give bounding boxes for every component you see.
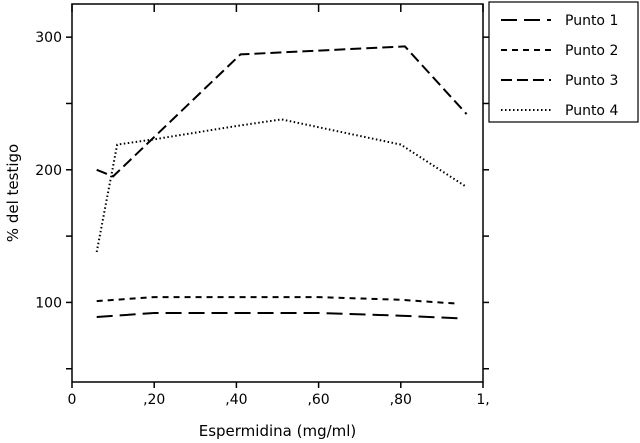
legend-label: Punto 1 (565, 13, 618, 29)
series-line-2 (96, 296, 459, 305)
x-tick-label: ,60 (307, 392, 329, 408)
legend-label: Punto 2 (565, 43, 618, 59)
plot-frame (71, 3, 484, 383)
plot-area: 0 ,20 ,40 ,60 ,80 1, 100 200 300 (35, 3, 490, 408)
series-line-3 (96, 45, 468, 178)
x-tick-label: ,40 (225, 392, 247, 408)
x-tick-label: 0 (68, 392, 77, 408)
x-tick-label: ,20 (143, 392, 165, 408)
x-tick-label: 1, (476, 392, 489, 408)
legend: Punto 1 Punto 2 Punto 3 Punto 4 (488, 1, 639, 123)
legend-box (488, 1, 639, 123)
y-axis-title: % del testigo (4, 144, 22, 242)
series-line-1 (96, 312, 459, 320)
series-line-4 (95, 118, 468, 253)
y-tick-label: 200 (35, 163, 62, 179)
y-tick-label: 100 (35, 295, 62, 311)
legend-label: Punto 3 (565, 73, 618, 89)
y-tick-label: 300 (35, 30, 62, 46)
x-tick-label: ,80 (390, 392, 412, 408)
legend-label: Punto 4 (565, 103, 618, 119)
x-axis-title: Espermidina (mg/ml) (199, 422, 357, 440)
